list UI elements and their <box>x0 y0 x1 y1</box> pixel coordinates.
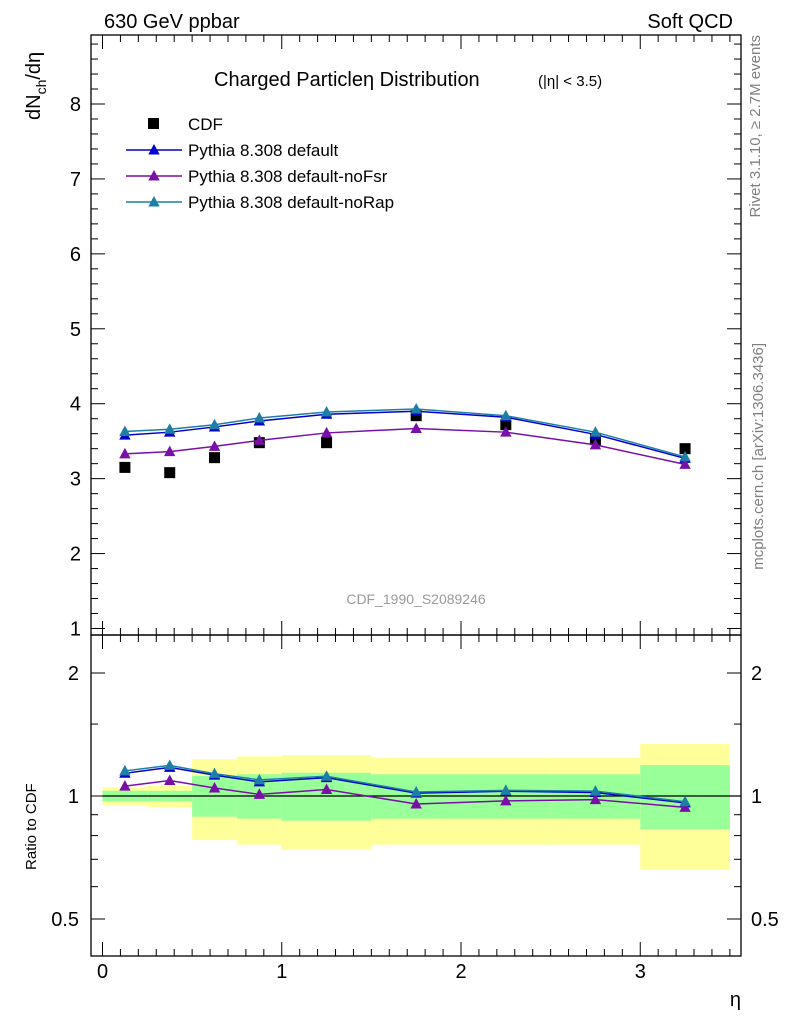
pythia-8-308-default-norap-point <box>119 425 131 436</box>
pythia-8-308-default-norap-point <box>410 402 422 414</box>
cdf-point <box>679 443 691 455</box>
pythia-8-308-default-norap-point <box>589 426 602 437</box>
pythia-8-308-default-nofsr-ratio-point <box>208 782 221 793</box>
cdf-legend-label: CDF <box>188 115 223 134</box>
header-left: 630 GeV ppbar <box>104 11 240 33</box>
svg-text:dNch/dη: dNch/dη <box>23 52 49 120</box>
pythia-8-308-default-nofsr-point <box>679 458 691 469</box>
pythia-8-308-default-norap-ratio-point <box>410 785 422 797</box>
pythia-8-308-default-nofsr-point <box>119 447 131 459</box>
main-y-tick-label: 5 <box>70 319 81 341</box>
pythia-8-308-default-nofsr-legend-label: Pythia 8.308 default-noFsr <box>188 167 388 186</box>
pythia-8-308-default-line <box>124 410 686 460</box>
pythia-8-308-default-norap-ratio-point <box>679 795 691 807</box>
ratio-y-tick-label-right: 2 <box>751 663 762 685</box>
pythia-8-308-default-nofsr-ratio-point <box>679 801 691 812</box>
pythia-8-308-default-norap-ratio-point <box>164 759 176 770</box>
ratio-x-tick-label: 3 <box>635 961 646 983</box>
main-ylabel-sub: ch <box>33 80 49 95</box>
main-y-tick-label: 3 <box>70 469 81 491</box>
cdf-point <box>164 467 176 479</box>
pythia-8-308-default-norap-ratio-point <box>208 767 221 779</box>
main-y-axis-title: dNch/dη <box>23 52 49 120</box>
pythia-8-308-default-norap-point <box>253 411 266 423</box>
ratio-y-tick-label: 0.5 <box>51 909 79 931</box>
ratio-plot: 0.5 0.5 1 1 2 2 0 1 2 3 Ratio to CDF η <box>23 634 779 1011</box>
main-watermark: CDF_1990_S2089246 <box>346 591 486 607</box>
main-y-tick-label: 4 <box>70 394 81 416</box>
cdf-point <box>209 452 221 464</box>
main-y-tick-label: 7 <box>70 169 81 191</box>
pythia-8-308-default-norap-point <box>500 409 512 421</box>
pythia-8-308-default-norap-ratio-point <box>253 773 266 785</box>
pythia-8-308-default-nofsr-point <box>589 438 602 450</box>
ratio-x-tick-label: 0 <box>97 961 108 983</box>
pythia-8-308-default-legend-marker <box>148 144 160 155</box>
pythia-8-308-default-nofsr-ratio-point <box>589 793 602 805</box>
cdf-point <box>321 437 333 449</box>
main-title: Charged Particleη Distribution <box>214 69 480 91</box>
ratio-y-axis-title: Ratio to CDF <box>23 783 40 870</box>
main-plot: Charged Particleη Distribution (|η| < 3.… <box>23 34 742 641</box>
main-y-tick-label: 6 <box>70 244 81 266</box>
cdf-point <box>500 419 512 431</box>
pythia-8-308-default-norap-ratio-point <box>119 764 131 776</box>
pythia-8-308-default-nofsr-point <box>164 445 176 457</box>
side-label-bottom: mcplots.cern.ch [arXiv:1306.3436] <box>750 343 767 570</box>
pythia-8-308-default-nofsr-point <box>253 434 266 445</box>
ratio-y-tick-label-right: 1 <box>751 786 762 808</box>
pythia-8-308-default-nofsr-legend-marker <box>148 170 160 181</box>
ratio-y-tick-label-right: 0.5 <box>751 909 779 931</box>
pythia-8-308-default-norap-ratio-point <box>500 784 512 795</box>
cdf-point <box>119 461 131 473</box>
pythia-8-308-default-nofsr-point <box>320 426 333 438</box>
main-y-tick-label: 1 <box>70 619 81 641</box>
pythia-8-308-default-nofsr-ratio-point <box>119 780 131 791</box>
pythia-8-308-default-norap-point <box>320 405 333 417</box>
header-right: Soft QCD <box>647 11 733 33</box>
main-y-tick-label: 2 <box>70 544 81 566</box>
ratio-y-tick-label: 1 <box>68 786 79 808</box>
pythia-8-308-default-nofsr-point <box>208 440 221 451</box>
pythia-8-308-default-nofsr-point <box>500 426 512 437</box>
main-ylabel-main: dN <box>23 94 45 120</box>
pythia-8-308-default-norap-point <box>164 423 176 434</box>
pythia-8-308-default-nofsr-ratio-point <box>320 783 333 795</box>
main-y-tick-label: 8 <box>70 94 81 116</box>
pythia-8-308-default-norap-point <box>208 418 221 430</box>
pythia-8-308-default-norap-ratio-point <box>320 770 333 781</box>
pythia-8-308-default-norap-point <box>679 450 691 462</box>
pythia-8-308-default-norap-legend-marker <box>148 196 160 207</box>
pythia-8-308-default-nofsr-ratio-point <box>253 788 266 799</box>
ratio-y-tick-label: 2 <box>68 663 79 685</box>
ratio-frame <box>90 634 742 957</box>
main-title-suffix: (|η| < 3.5) <box>538 73 602 90</box>
pythia-8-308-default-legend-label: Pythia 8.308 default <box>188 141 339 160</box>
pythia-8-308-default-nofsr-ratio-point <box>410 797 422 809</box>
ratio-x-tick-label: 2 <box>455 961 466 983</box>
pythia-8-308-default-norap-legend-label: Pythia 8.308 default-noRap <box>188 193 394 212</box>
pythia-8-308-default-nofsr-point <box>410 422 422 433</box>
cdf-legend-marker <box>148 118 159 129</box>
pythia-8-308-default-norap-line <box>124 408 686 458</box>
pythia-8-308-default-nofsr-ratio-point <box>500 794 512 806</box>
ratio-x-axis-title: η <box>730 989 741 1011</box>
main-ylabel-rest: /dη <box>23 52 45 80</box>
side-label-top: Rivet 3.1.10, ≥ 2.7M events <box>747 35 764 218</box>
pythia-8-308-default-norap-ratio-point <box>589 785 602 796</box>
ratio-x-tick-label: 1 <box>276 961 287 983</box>
pythia-8-308-default-nofsr-ratio-point <box>164 774 176 786</box>
